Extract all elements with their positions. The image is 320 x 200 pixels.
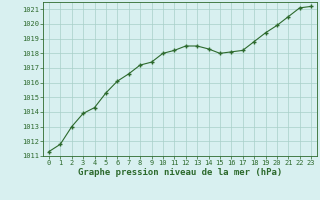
X-axis label: Graphe pression niveau de la mer (hPa): Graphe pression niveau de la mer (hPa) bbox=[78, 168, 282, 177]
